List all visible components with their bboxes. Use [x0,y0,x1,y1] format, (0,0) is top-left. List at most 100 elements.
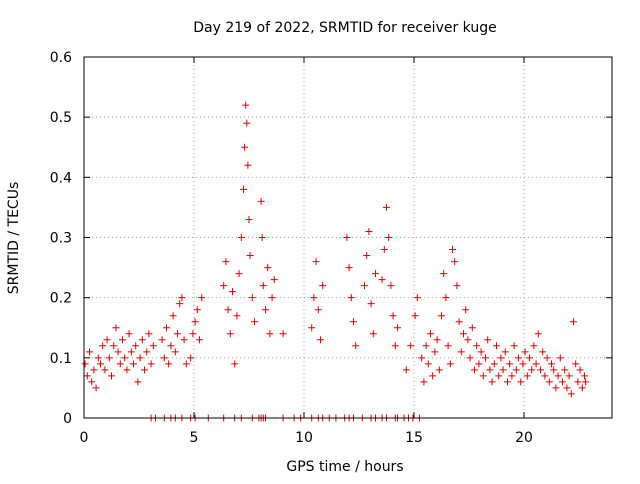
data-point [246,252,254,260]
data-point [231,360,239,368]
data-point [251,318,258,326]
data-point [180,336,188,344]
data-point [541,372,549,380]
data-point [565,372,573,380]
data-point [127,348,135,356]
data-point [380,246,388,254]
data-point [559,378,566,386]
data-point [191,318,199,326]
data-point [241,143,249,151]
data-point [176,300,184,308]
x-tick-label: 0 [80,430,89,446]
axis-tick-labels: 0 0.1 0.2 0.3 0.4 0.5 0.6 0 5 10 15 20 [50,50,533,446]
y-tick-label: 0 [63,411,72,427]
data-point [145,330,153,338]
data-point [493,342,500,350]
data-point [534,330,542,338]
data-point [108,372,115,380]
data-point [563,384,571,392]
data-point [257,197,265,205]
grid-lines [84,57,612,418]
data-point [389,312,397,320]
data-point [517,378,525,386]
data-point [499,366,507,374]
data-point [240,185,247,193]
data-point [259,282,267,290]
data-point [226,330,234,338]
data-point [196,336,203,344]
data-point [319,282,327,290]
data-point [86,348,93,356]
data-point [545,378,553,386]
data-point [258,234,266,241]
data-point [561,366,569,374]
data-point [581,372,588,380]
data-point [402,366,410,374]
data-point [132,342,140,350]
data-point [123,366,131,374]
data-point [471,366,478,374]
data-point [530,342,538,350]
x-tick-label: 10 [295,430,313,446]
data-point [97,360,104,368]
data-point [532,360,540,368]
data-point [264,264,272,272]
data-point [528,366,536,374]
data-point [420,378,428,386]
data-point [81,360,89,368]
data-point [245,215,253,223]
data-point [526,354,533,362]
data-point [198,294,206,302]
data-point [220,282,228,290]
data-point [365,227,373,235]
data-point [167,342,175,350]
data-point [270,276,278,284]
data-point [482,354,489,362]
data-point [552,384,560,392]
data-point [352,342,360,350]
data-point [121,354,129,362]
data-point [160,354,168,362]
data-point [369,330,377,338]
data-point [235,270,243,278]
data-point [383,203,390,211]
data-point [268,294,276,302]
data-point [504,378,511,386]
data-point [475,360,483,368]
data-point [222,258,230,266]
data-point [345,264,353,272]
data-point [479,372,487,380]
data-point [574,378,582,386]
data-point [519,360,527,368]
data-point [537,366,544,374]
data-point [407,342,415,350]
data-point [347,294,355,302]
data-point [266,330,274,338]
data-point [83,372,91,380]
data-point [512,366,520,374]
data-point [312,258,320,266]
data-point [138,336,146,344]
data-point [174,330,181,338]
data-point [99,342,107,350]
data-point [385,234,393,241]
data-point [350,318,357,326]
data-point [462,306,470,314]
data-point [136,354,144,362]
data-point [431,348,439,356]
data-point [521,348,529,356]
data-point [477,348,485,356]
data-point [262,306,269,314]
data-point [411,312,419,320]
data-point [147,360,155,368]
data-point [90,366,98,374]
data-point [88,378,96,386]
data-point [101,366,109,374]
data-point [114,348,122,356]
data-point [308,324,316,332]
data-point [125,330,133,338]
data-point [378,276,386,284]
data-point [119,336,126,344]
data-point [515,354,522,362]
data-point [243,119,251,127]
